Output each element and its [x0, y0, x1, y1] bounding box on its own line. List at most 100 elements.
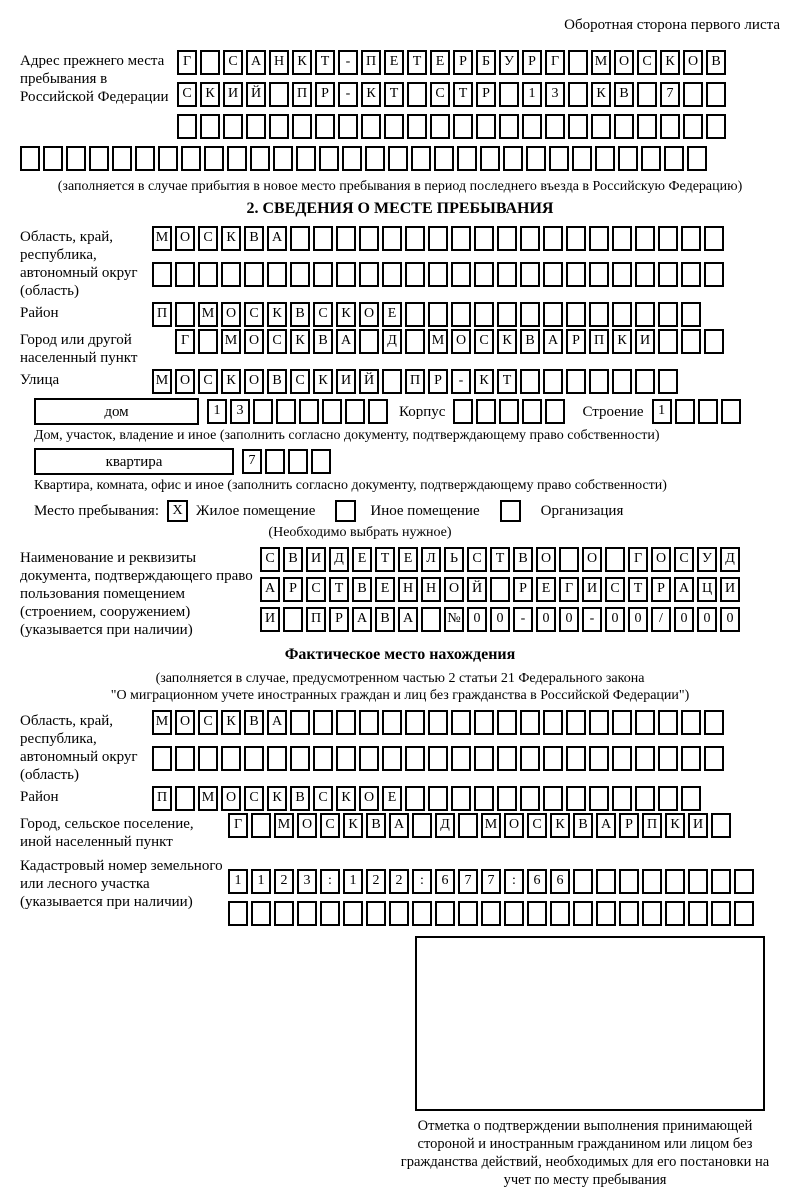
page-side-note: Оборотная сторона первого листа: [564, 17, 780, 33]
char-cell: [365, 146, 385, 171]
char-cell: [658, 746, 678, 772]
char-cell: [572, 146, 592, 171]
char-cell: [283, 607, 303, 633]
char-cell: К: [221, 369, 241, 395]
char-cell: О: [683, 50, 703, 75]
char-cell: [457, 146, 477, 171]
char-cell: [112, 146, 132, 171]
char-cell: 7: [242, 449, 262, 475]
char-cell: [635, 226, 655, 252]
char-cell: [223, 114, 243, 139]
char-cell: С: [198, 226, 218, 252]
char-cell: Н: [269, 50, 289, 75]
char-cell: [269, 82, 289, 107]
section2-title: 2. СВЕДЕНИЯ О МЕСТЕ ПРЕБЫВАНИЯ: [246, 200, 554, 217]
char-cell: Д: [435, 813, 455, 839]
confirmation-mark-caption: Отметка о подтверждении выполнения прини…: [400, 1118, 770, 1189]
char-cell: [407, 114, 427, 139]
char-cell: В: [283, 547, 303, 573]
actual-note-1: (заполняется в случае, предусмотренном ч…: [155, 671, 645, 687]
char-cell: [382, 226, 402, 252]
char-cell: О: [175, 710, 195, 736]
char-cell: [497, 786, 517, 812]
apartment-cells: 7: [242, 449, 334, 475]
char-cell: К: [497, 329, 517, 355]
char-cell: [343, 901, 363, 927]
actual-region-block: Область, край, республика, автономный ок…: [20, 710, 780, 784]
char-cell: П: [152, 302, 172, 328]
char-cell: Г: [545, 50, 565, 75]
char-cell: К: [343, 813, 363, 839]
char-cell: [251, 813, 271, 839]
char-cell: [497, 262, 517, 288]
char-cell: [543, 302, 563, 328]
char-cell: [520, 369, 540, 395]
char-cell: [658, 226, 678, 252]
char-cell: К: [221, 710, 241, 736]
char-cell: [641, 146, 661, 171]
char-cell: [526, 146, 546, 171]
actual-region-row-2: [152, 746, 727, 772]
char-cell: С: [637, 50, 657, 75]
apartment-note: Квартира, комната, офис и иное (заполнит…: [34, 478, 667, 494]
char-cell: [319, 146, 339, 171]
char-cell: 6: [435, 869, 455, 895]
char-cell: Т: [628, 577, 648, 603]
char-cell: С: [198, 369, 218, 395]
char-cell: [405, 786, 425, 812]
char-cell: Д: [720, 547, 740, 573]
char-cell: [688, 901, 708, 927]
char-cell: К: [313, 369, 333, 395]
char-cell: Д: [329, 547, 349, 573]
char-cell: О: [175, 226, 195, 252]
char-cell: [474, 746, 494, 772]
char-cell: [428, 710, 448, 736]
char-cell: [734, 869, 754, 895]
char-cell: 6: [550, 869, 570, 895]
char-cell: [704, 329, 724, 355]
char-cell: [382, 746, 402, 772]
char-cell: 1: [343, 869, 363, 895]
char-cell: [711, 869, 731, 895]
char-cell: [311, 449, 331, 475]
char-cell: [612, 369, 632, 395]
char-cell: Р: [476, 82, 496, 107]
char-cell: :: [320, 869, 340, 895]
char-cell: [299, 399, 319, 425]
char-cell: Е: [352, 547, 372, 573]
char-cell: [221, 746, 241, 772]
char-cell: [635, 786, 655, 812]
char-cell: [497, 302, 517, 328]
char-cell: [612, 746, 632, 772]
char-cell: [158, 146, 178, 171]
char-cell: [175, 746, 195, 772]
char-cell: [430, 114, 450, 139]
char-cell: 0: [628, 607, 648, 633]
char-cell: [428, 746, 448, 772]
char-cell: [637, 114, 657, 139]
checkbox-inoe: [335, 500, 357, 523]
char-cell: [596, 901, 616, 927]
char-cell: О: [175, 369, 195, 395]
char-cell: Г: [559, 577, 579, 603]
char-cell: [566, 710, 586, 736]
char-cell: [566, 369, 586, 395]
char-cell: Т: [453, 82, 473, 107]
char-cell: [434, 146, 454, 171]
char-cell: 6: [527, 869, 547, 895]
char-cell: [198, 329, 218, 355]
cadastral-row-2: [228, 901, 757, 927]
char-cell: [474, 786, 494, 812]
char-cell: М: [198, 302, 218, 328]
char-cell: 0: [559, 607, 579, 633]
char-cell: 7: [458, 869, 478, 895]
char-cell: Д: [382, 329, 402, 355]
char-cell: [175, 302, 195, 328]
char-cell: [181, 146, 201, 171]
